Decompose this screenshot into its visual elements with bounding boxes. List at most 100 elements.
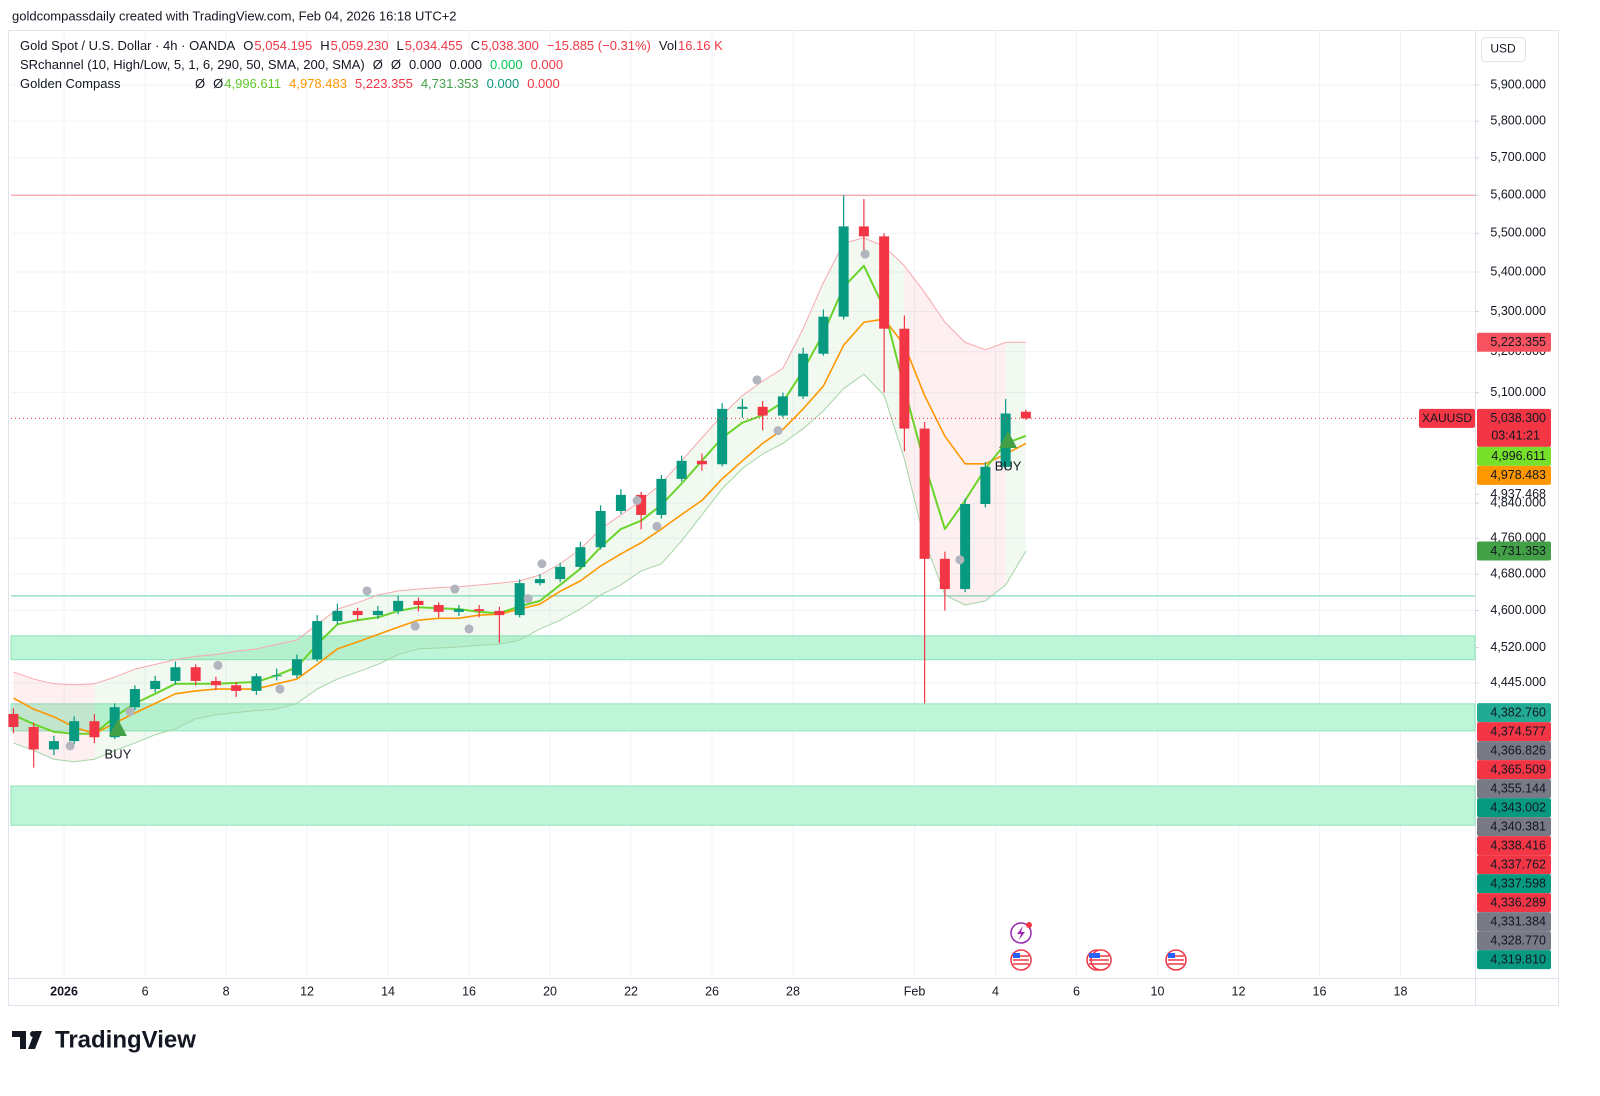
price-label-box <box>1477 446 1551 466</box>
candle-body <box>919 428 930 559</box>
band-fill <box>620 500 642 585</box>
candle-body <box>8 713 19 728</box>
band-fill <box>519 575 540 641</box>
price-label-box <box>1477 931 1551 951</box>
price-label-box <box>1477 950 1551 970</box>
band-fill <box>357 594 378 672</box>
candle-body <box>595 511 606 548</box>
signal-dot <box>773 426 783 436</box>
band-fill <box>94 677 115 760</box>
price-label: 4,338.416 <box>1490 838 1546 852</box>
candle-body <box>251 676 262 691</box>
buy-marker <box>999 430 1018 448</box>
candle-body <box>798 353 809 397</box>
signal-dot <box>213 660 223 670</box>
price-label: 4,336.289 <box>1490 895 1546 909</box>
candle-body <box>1020 411 1031 419</box>
candle-body <box>129 689 140 708</box>
event-icons <box>1010 922 1187 971</box>
y-tick-label: 4,760.000 <box>1490 531 1546 545</box>
y-tick-label: 5,900.000 <box>1490 77 1546 91</box>
brand-logo: TradingView <box>12 1026 196 1053</box>
candle-body <box>291 659 302 676</box>
candle-body <box>838 226 849 317</box>
price-label-box <box>1477 836 1551 856</box>
candle-body <box>332 610 343 622</box>
price-label: 4,366.826 <box>1490 743 1546 757</box>
candle-body <box>433 604 444 612</box>
band-fill <box>418 587 439 649</box>
band-fill <box>600 514 621 595</box>
candle-body <box>271 675 282 677</box>
brand-name: TradingView <box>55 1026 196 1053</box>
band-fill <box>236 648 257 713</box>
band-fill <box>74 683 95 762</box>
x-tick-label: 6 <box>1073 984 1080 998</box>
x-tick-label: 2026 <box>50 984 78 998</box>
price-label-box <box>1477 703 1551 723</box>
candle-body <box>372 610 383 616</box>
x-tick-label: 16 <box>1313 984 1327 998</box>
band-fill <box>884 246 905 459</box>
band-fill <box>843 237 864 389</box>
legend-line: Gold Spot / U.S. Dollar · 4h · OANDA O5,0… <box>20 38 723 53</box>
price-label: 4,996.611 <box>1491 449 1546 463</box>
event-flag-canton <box>1013 953 1175 958</box>
sr-zone <box>10 785 1476 826</box>
legend-item: 0.000 <box>487 76 520 91</box>
candle-body <box>312 621 323 660</box>
band-fill <box>398 589 419 655</box>
legend-item: Vol <box>659 38 677 53</box>
signal-dot <box>537 559 547 569</box>
event-dot <box>1026 922 1032 928</box>
y-tick-label: 5,300.000 <box>1490 304 1546 318</box>
x-tick-label: Feb <box>904 984 926 998</box>
y-tick-label: 5,100.000 <box>1490 385 1546 399</box>
x-tick-label: 8 <box>223 984 230 998</box>
candle-body <box>656 478 667 515</box>
candle-body <box>494 610 505 616</box>
legend-item: 5,034.455 <box>405 38 463 53</box>
currency-label[interactable]: USD <box>1490 42 1516 56</box>
price-label: 4,365.509 <box>1490 762 1546 776</box>
legend-item: 0.000 <box>527 76 560 91</box>
x-tick-label: 20 <box>543 984 557 998</box>
x-tick-label: 18 <box>1394 984 1408 998</box>
candle-body <box>170 667 181 681</box>
signal-dot <box>632 496 642 506</box>
legend-item: H <box>320 38 329 53</box>
y-tick-label: 4,840.000 <box>1490 495 1546 509</box>
price-label: 4,319.810 <box>1490 952 1546 966</box>
symbol-tag-box <box>1419 408 1475 428</box>
price-label: 4,337.598 <box>1490 876 1546 890</box>
legend-item: 0.000 <box>450 57 483 72</box>
band-fill <box>1005 342 1026 585</box>
y-tick-label: 4,680.000 <box>1490 566 1546 580</box>
currency-box[interactable] <box>1481 37 1526 62</box>
brand-mark-dot <box>30 1031 36 1037</box>
band-fill <box>742 381 763 469</box>
price-label: 4,978.483 <box>1490 468 1546 482</box>
candle-body <box>109 707 120 738</box>
candle-body <box>575 547 586 567</box>
lower-band-line <box>13 373 1027 763</box>
candle-body <box>676 460 687 479</box>
legend-item: Golden Compass <box>20 76 121 91</box>
band-fill <box>296 624 318 704</box>
legend-item: 0.000 <box>531 57 564 72</box>
band-fill <box>641 483 662 571</box>
candle-body <box>636 494 647 515</box>
x-tick-label: 6 <box>142 984 149 998</box>
candle-body <box>453 609 464 612</box>
x-tick-label: 22 <box>624 984 638 998</box>
legend-item: 5,059.230 <box>331 38 389 53</box>
signal-dot <box>860 249 870 259</box>
price-label-box <box>1477 893 1551 913</box>
x-tick-label: 26 <box>705 984 719 998</box>
y-tick-label: 4,445.000 <box>1490 675 1546 689</box>
legend-item: 5,223.355 <box>355 76 413 91</box>
signal-dot <box>450 584 460 594</box>
candle-body <box>534 579 545 584</box>
x-tick-label: 12 <box>300 984 314 998</box>
